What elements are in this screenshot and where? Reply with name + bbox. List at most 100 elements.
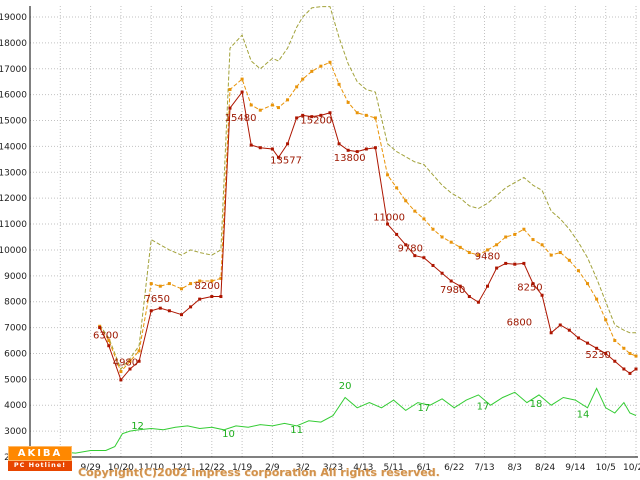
average-price-marker bbox=[198, 279, 202, 283]
average-price-marker bbox=[422, 217, 426, 221]
lowest-price-marker bbox=[107, 344, 111, 348]
x-axis-label: 11/10 bbox=[138, 463, 164, 473]
lowest-price-marker bbox=[567, 328, 571, 332]
shop-count-label: 17 bbox=[418, 403, 431, 414]
price-label: 7980 bbox=[440, 285, 465, 296]
average-price-marker bbox=[128, 359, 132, 363]
average-price-marker bbox=[149, 282, 153, 286]
x-axis-label: 10/5 bbox=[596, 463, 616, 473]
average-price-marker bbox=[549, 253, 553, 257]
average-price-marker bbox=[486, 248, 490, 252]
x-axis-label: 6/1 bbox=[417, 463, 431, 473]
average-price-marker bbox=[295, 85, 299, 89]
lowest-price-marker bbox=[240, 90, 244, 94]
average-price-marker bbox=[628, 351, 632, 355]
average-price-marker bbox=[622, 346, 626, 350]
lowest-price-marker bbox=[504, 261, 508, 265]
lowest-price-marker bbox=[295, 116, 299, 120]
shop-count-label: 18 bbox=[530, 399, 543, 410]
x-axis-label: 12/22 bbox=[199, 463, 225, 473]
average-price-marker bbox=[373, 116, 377, 120]
x-axis-label: 8/3 bbox=[508, 463, 522, 473]
shop-count-line bbox=[30, 387, 637, 454]
average-price-marker bbox=[431, 227, 435, 231]
y-axis-label: 3000 bbox=[4, 427, 27, 437]
average-price-marker bbox=[404, 199, 408, 203]
shop-count-label: 17 bbox=[477, 402, 490, 413]
shop-count-label: 11 bbox=[290, 425, 303, 436]
lowest-price-marker bbox=[270, 147, 274, 151]
average-price-marker bbox=[467, 251, 471, 255]
lowest-price-marker bbox=[198, 297, 202, 301]
average-price-marker bbox=[531, 238, 535, 242]
y-axis-label: 11000 bbox=[0, 220, 27, 230]
average-price-marker bbox=[240, 77, 244, 81]
lowest-price-marker bbox=[128, 367, 132, 371]
x-axis-label: 8/24 bbox=[535, 463, 555, 473]
y-axis-label: 14000 bbox=[0, 142, 27, 152]
lowest-price-marker bbox=[98, 326, 102, 330]
y-axis-label: 8000 bbox=[4, 298, 27, 308]
average-price-marker bbox=[413, 209, 417, 213]
average-price-marker bbox=[495, 243, 499, 247]
average-price-marker bbox=[476, 253, 480, 257]
akiba-logo: AKIBA PC Hotline! bbox=[8, 446, 72, 471]
y-axis-label: 4000 bbox=[4, 401, 27, 411]
average-price-marker bbox=[286, 98, 290, 102]
x-axis-label: 9/29 bbox=[80, 463, 100, 473]
lowest-price-marker bbox=[167, 309, 171, 313]
lowest-price-marker bbox=[149, 309, 153, 313]
lowest-price-marker bbox=[458, 284, 462, 288]
lowest-price-marker bbox=[413, 254, 417, 258]
average-price-marker bbox=[522, 227, 526, 231]
highest-price-line bbox=[99, 6, 636, 370]
lowest-price-marker bbox=[628, 371, 632, 375]
lowest-price-marker bbox=[531, 282, 535, 286]
lowest-price-marker bbox=[301, 113, 305, 117]
y-axis-label: 9000 bbox=[4, 272, 27, 282]
average-price-marker bbox=[395, 186, 399, 190]
lowest-price-marker bbox=[522, 261, 526, 265]
x-axis-label: 7/13 bbox=[474, 463, 494, 473]
average-price-marker bbox=[158, 284, 162, 288]
lowest-price-marker bbox=[395, 232, 399, 236]
average-price-marker bbox=[504, 235, 508, 239]
lowest-price-marker bbox=[495, 266, 499, 270]
average-price-marker bbox=[180, 287, 183, 291]
x-axis-label: 12/1 bbox=[171, 463, 191, 473]
price-label: 8200 bbox=[195, 281, 220, 292]
x-axis-label: 3/23 bbox=[323, 463, 343, 473]
x-axis-label: 10/20 bbox=[108, 463, 134, 473]
price-label: 15200 bbox=[300, 116, 332, 127]
x-axis-label: 2/9 bbox=[265, 463, 280, 473]
y-axis-label: 6000 bbox=[4, 349, 27, 359]
average-price-marker bbox=[558, 251, 562, 255]
y-axis-label: 13000 bbox=[0, 168, 27, 178]
lowest-price-marker bbox=[422, 256, 426, 260]
lowest-price-marker bbox=[180, 313, 183, 317]
lowest-price-marker bbox=[310, 115, 314, 119]
shop-count-label: 20 bbox=[339, 381, 352, 392]
average-price-marker bbox=[613, 339, 617, 343]
lowest-price-marker bbox=[219, 295, 223, 299]
lowest-price-marker bbox=[286, 142, 290, 146]
average-price-marker bbox=[458, 245, 462, 249]
price-label: 13577 bbox=[270, 156, 302, 167]
average-price-marker bbox=[449, 240, 453, 244]
lowest-price-marker bbox=[328, 111, 332, 115]
average-price-marker bbox=[319, 64, 323, 68]
lowest-price-marker bbox=[210, 295, 214, 299]
shop-count-label: 12 bbox=[131, 421, 144, 432]
lowest-price-marker bbox=[346, 148, 350, 152]
price-label: 13800 bbox=[334, 153, 366, 164]
average-price-marker bbox=[167, 282, 171, 286]
lowest-price-marker bbox=[228, 106, 232, 110]
average-price-marker bbox=[440, 235, 444, 239]
lowest-price-marker bbox=[158, 306, 162, 310]
lowest-price-marker bbox=[319, 113, 323, 117]
y-axis-label: 12000 bbox=[0, 194, 27, 204]
average-price-marker bbox=[276, 106, 280, 110]
lowest-price-marker bbox=[540, 293, 544, 297]
x-axis-label: 1/19 bbox=[232, 463, 252, 473]
